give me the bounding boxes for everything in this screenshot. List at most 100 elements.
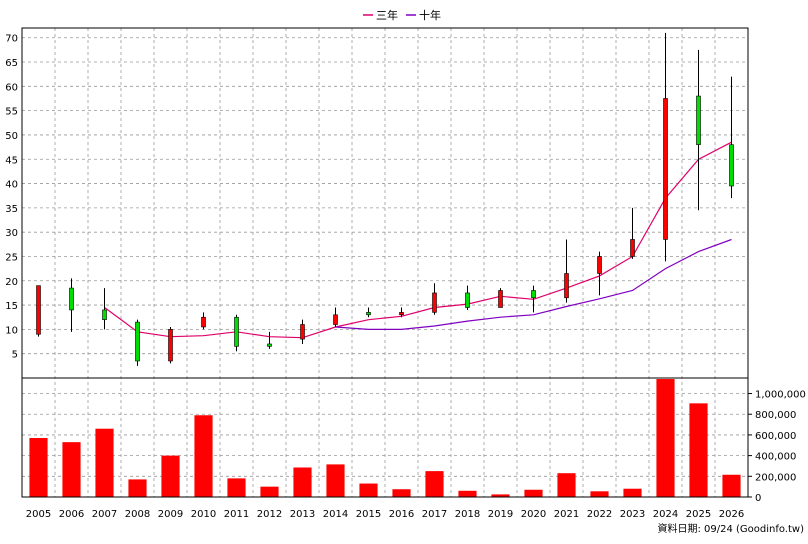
candle (696, 49, 701, 211)
x-tick-label: 2022 (587, 509, 612, 520)
candle (564, 239, 569, 303)
price-tick-label: 15 (5, 301, 18, 312)
candle-body (432, 292, 437, 313)
volume-tick-label: 1,000,000 (755, 390, 806, 401)
axes: 5101520253035404550556065700200,000400,0… (5, 27, 806, 520)
x-tick-label: 2026 (719, 509, 744, 520)
volume-bar (62, 442, 81, 497)
volume-bar (590, 491, 609, 497)
candle-body (399, 312, 404, 316)
three-year-line (104, 141, 732, 339)
volume-tick-label: 200,000 (755, 472, 796, 483)
x-tick-label: 2016 (389, 509, 414, 520)
plot-frame (21, 27, 749, 498)
candle-body (333, 314, 338, 325)
ten-year-line (335, 238, 732, 330)
candle (267, 331, 272, 349)
volume-bar (95, 428, 114, 497)
candle-body (201, 316, 206, 328)
price-tick-label: 55 (5, 107, 18, 118)
x-tick-label: 2015 (356, 509, 381, 520)
x-tick-label: 2008 (125, 509, 150, 520)
candle (36, 285, 41, 337)
candle (729, 76, 734, 199)
volume-bar (392, 489, 411, 497)
x-tick-label: 2023 (620, 509, 645, 520)
candle-body (135, 321, 140, 362)
volume-tick-label: 0 (755, 493, 761, 504)
price-tick-label: 30 (5, 228, 18, 239)
x-tick-label: 2009 (158, 509, 183, 520)
candle-body (36, 285, 41, 335)
candle-body (69, 287, 74, 311)
candle-body (531, 290, 536, 299)
volume-bar (293, 467, 312, 497)
x-tick-label: 2013 (290, 509, 315, 520)
volume-bar (656, 379, 675, 497)
candle (201, 312, 206, 330)
candle-body (267, 343, 272, 347)
price-tick-label: 65 (5, 58, 18, 69)
price-panel (36, 32, 734, 366)
price-tick-label: 50 (5, 131, 18, 142)
candle-body (663, 98, 668, 240)
volume-bar (326, 464, 345, 497)
x-tick-label: 2005 (26, 509, 51, 520)
volume-bar (359, 483, 378, 497)
x-tick-label: 2020 (521, 509, 546, 520)
x-tick-label: 2007 (92, 509, 117, 520)
candle-body (168, 329, 173, 362)
volume-bar (557, 473, 576, 497)
candle-body (630, 239, 635, 257)
volume-bar (722, 474, 741, 497)
volume-bar (161, 455, 180, 497)
candle-body (696, 95, 701, 145)
candle-body (465, 292, 470, 308)
x-tick-label: 2024 (653, 509, 678, 520)
x-tick-label: 2025 (686, 509, 711, 520)
price-tick-label: 35 (5, 204, 18, 215)
candle (102, 288, 107, 330)
price-tick-label: 70 (5, 34, 18, 45)
candle-body (300, 324, 305, 340)
volume-bar (491, 494, 510, 497)
volume-tick-label: 600,000 (755, 431, 796, 442)
candle-body (366, 312, 371, 316)
price-tick-label: 5 (12, 350, 18, 361)
candle (663, 32, 668, 262)
x-tick-label: 2010 (191, 509, 216, 520)
volume-bar (458, 490, 477, 497)
legend-three-year-label: 三年 (376, 8, 398, 22)
grid (22, 28, 748, 497)
candle-body (729, 144, 734, 187)
price-tick-label: 25 (5, 252, 18, 263)
candle (135, 319, 140, 366)
x-tick-label: 2014 (323, 509, 348, 520)
volume-bar (689, 403, 708, 497)
volume-bar (194, 415, 213, 497)
candle (498, 288, 503, 308)
legend-ten-year-label: 十年 (419, 8, 441, 22)
candle-body (102, 309, 107, 320)
data-date-footer: 資料日期: 09/24 (Goodinfo.tw) (657, 522, 804, 535)
price-tick-label: 10 (5, 325, 18, 336)
x-tick-label: 2012 (257, 509, 282, 520)
x-tick-label: 2006 (59, 509, 84, 520)
x-tick-label: 2019 (488, 509, 513, 520)
volume-bar (425, 471, 444, 497)
candle (597, 251, 602, 296)
candle-body (597, 256, 602, 274)
candle (531, 285, 536, 313)
candle-body (234, 316, 239, 347)
candle (234, 314, 239, 352)
volume-bar (623, 488, 642, 497)
volume-bar (227, 478, 246, 497)
volume-bar (524, 489, 543, 497)
candle (69, 278, 74, 332)
candle (168, 326, 173, 364)
candle (630, 207, 635, 259)
candle (333, 307, 338, 327)
price-tick-label: 20 (5, 277, 18, 288)
